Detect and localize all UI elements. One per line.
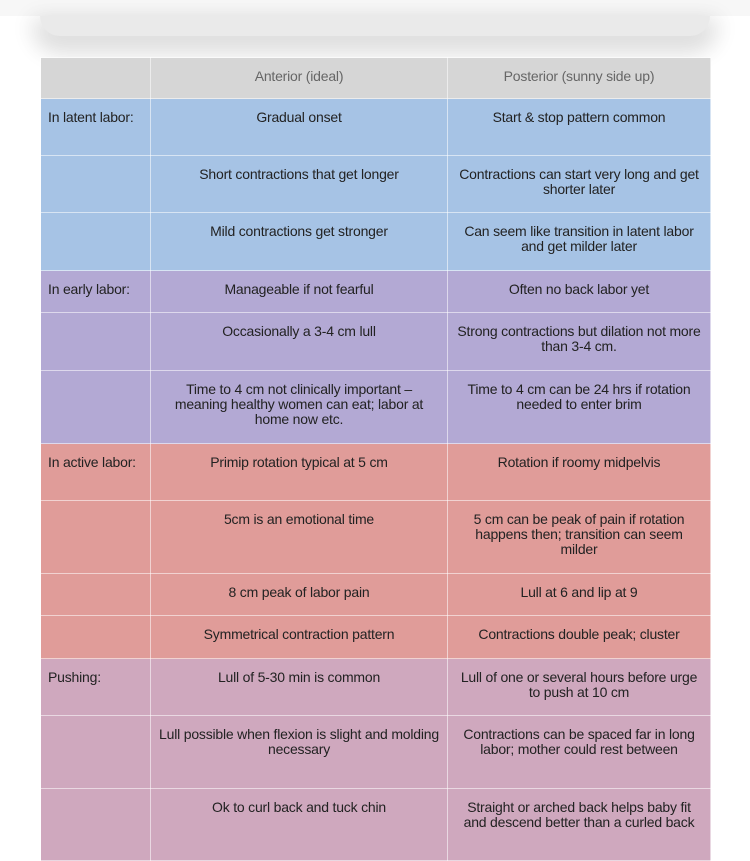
posterior-cell: Rotation if roomy midpelvis <box>447 443 711 501</box>
header-anterior: Anterior (ideal) <box>150 57 448 99</box>
anterior-cell: Mild contractions get stronger <box>150 212 448 271</box>
header-empty <box>40 57 151 99</box>
table-row: In latent labor: Gradual onset Start & sto… <box>40 98 711 156</box>
posterior-cell: Straight or arched back helps baby fit a… <box>447 788 711 861</box>
posterior-cell: Start & stop pattern common <box>447 98 711 156</box>
row-label <box>40 788 151 861</box>
anterior-cell: Lull possible when flexion is slight and… <box>150 715 448 789</box>
row-label: In latent labor: <box>40 98 151 156</box>
table-row: 5cm is an emotional time 5 cm can be peak… <box>40 500 711 574</box>
posterior-cell: Can seem like transition in latent labor… <box>447 212 711 271</box>
row-label <box>40 212 151 271</box>
anterior-cell: 5cm is an emotional time <box>150 500 448 574</box>
table-row: Mild contractions get stronger Can seem l… <box>40 212 711 271</box>
table-row: Time to 4 cm not clinically important – … <box>40 370 711 444</box>
row-label <box>40 155 151 213</box>
table-row: Occasionally a 3-4 cm lull Strong contrac… <box>40 312 711 371</box>
posterior-cell: Contractions can be spaced far in long l… <box>447 715 711 789</box>
labor-comparison-table: Anterior (ideal) Posterior (sunny side u… <box>40 57 711 861</box>
anterior-cell: Ok to curl back and tuck chin <box>150 788 448 861</box>
table-row: In early labor: Manageable if not fearful… <box>40 270 711 313</box>
shadow-decoration <box>40 16 710 36</box>
table-row: Short contractions that get longer Contra… <box>40 155 711 213</box>
posterior-cell: Lull at 6 and lip at 9 <box>447 573 711 616</box>
table-row: 8 cm peak of labor pain Lull at 6 and lip… <box>40 573 711 616</box>
anterior-cell: Short contractions that get longer <box>150 155 448 213</box>
anterior-cell: Gradual onset <box>150 98 448 156</box>
table-row: Ok to curl back and tuck chin Straight or… <box>40 788 711 861</box>
posterior-cell: Contractions can start very long and get… <box>447 155 711 213</box>
row-label <box>40 573 151 616</box>
table-row: Lull possible when flexion is slight and… <box>40 715 711 789</box>
anterior-cell: Symmetrical contraction pattern <box>150 615 448 659</box>
row-label: Pushing: <box>40 658 151 716</box>
row-label <box>40 615 151 659</box>
anterior-cell: Primip rotation typical at 5 cm <box>150 443 448 501</box>
row-label <box>40 370 151 444</box>
header-row: Anterior (ideal) Posterior (sunny side u… <box>40 57 711 99</box>
posterior-cell: 5 cm can be peak of pain if rotation hap… <box>447 500 711 574</box>
anterior-cell: 8 cm peak of labor pain <box>150 573 448 616</box>
anterior-cell: Time to 4 cm not clinically important – … <box>150 370 448 444</box>
anterior-cell: Lull of 5-30 min is common <box>150 658 448 716</box>
top-bar <box>0 0 750 16</box>
row-label <box>40 312 151 371</box>
row-label: In active labor: <box>40 443 151 501</box>
posterior-cell: Contractions double peak; cluster <box>447 615 711 659</box>
posterior-cell: Time to 4 cm can be 24 hrs if rotation n… <box>447 370 711 444</box>
table-row: Pushing: Lull of 5-30 min is common Lull o… <box>40 658 711 716</box>
table-row: In active labor: Primip rotation typical … <box>40 443 711 501</box>
anterior-cell: Manageable if not fearful <box>150 270 448 313</box>
posterior-cell: Lull of one or several hours before urge… <box>447 658 711 716</box>
row-label <box>40 715 151 789</box>
posterior-cell: Strong contractions but dilation not mor… <box>447 312 711 371</box>
header-posterior: Posterior (sunny side up) <box>447 57 711 99</box>
row-label <box>40 500 151 574</box>
table-row: Symmetrical contraction pattern Contracti… <box>40 615 711 659</box>
row-label: In early labor: <box>40 270 151 313</box>
posterior-cell: Often no back labor yet <box>447 270 711 313</box>
anterior-cell: Occasionally a 3-4 cm lull <box>150 312 448 371</box>
